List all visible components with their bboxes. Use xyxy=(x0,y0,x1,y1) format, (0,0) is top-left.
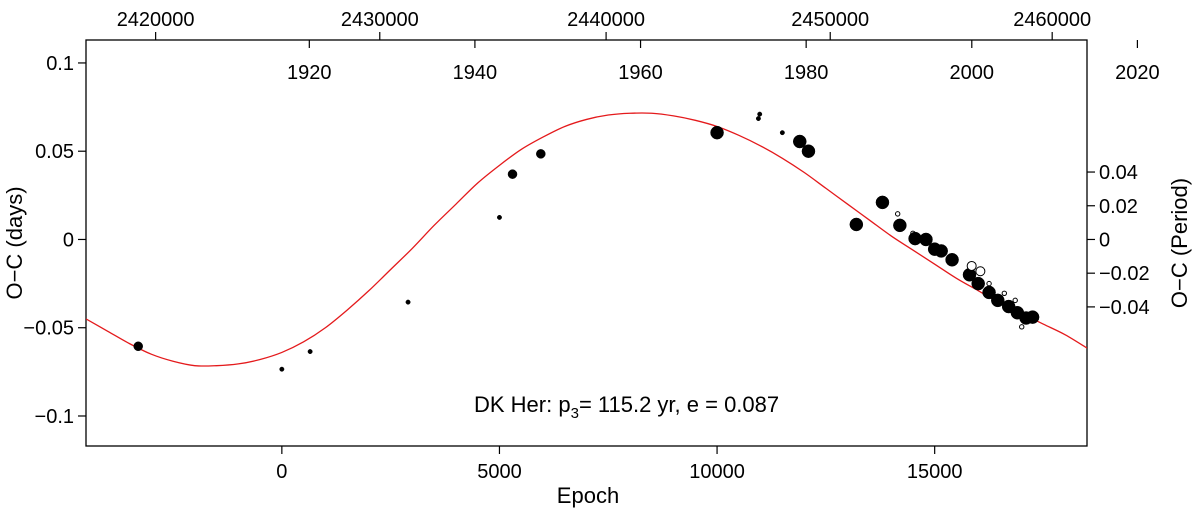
fit-curve-line xyxy=(86,112,1087,367)
data-point-29 xyxy=(991,293,1005,308)
data-point-19 xyxy=(919,232,933,247)
top-year-tick-label-1: 1940 xyxy=(453,62,498,84)
plot-border xyxy=(85,39,1088,447)
data-point-2 xyxy=(307,349,313,355)
annotation: DK Her: p3= 115.2 yr, e = 0.087 xyxy=(474,392,779,422)
x-tick-label-2: 10000 xyxy=(689,461,745,483)
data-point-13 xyxy=(849,217,864,232)
top-jd-tick-label-1: 2430000 xyxy=(341,9,419,31)
data-point-28 xyxy=(986,280,992,287)
x-axis-ticks: 0 5000 10000 15000 xyxy=(276,446,962,483)
top-year-tick-label-4: 2000 xyxy=(950,62,995,84)
top-year-axis-ticks: 1920 1940 1960 1980 2000 2020 xyxy=(287,40,1160,84)
annotation-subscript: 3 xyxy=(571,405,579,422)
data-point-26 xyxy=(971,276,985,291)
top-year-tick-label-2: 1960 xyxy=(618,62,663,84)
y-right-axis-ticks: 0.04 0.02 0 −0.02 −0.04 xyxy=(1087,162,1150,319)
top-jd-tick-label-3: 2450000 xyxy=(791,9,869,31)
data-point-9 xyxy=(757,111,763,117)
data-point-16 xyxy=(893,218,907,233)
annotation-suffix: = 115.2 yr, e = 0.087 xyxy=(579,392,779,417)
data-point-24 xyxy=(966,260,977,271)
data-point-36 xyxy=(1025,310,1040,324)
annotation-prefix: DK Her: p xyxy=(474,392,571,417)
data-point-8 xyxy=(755,116,761,122)
data-point-21 xyxy=(934,244,948,258)
data-point-7 xyxy=(710,125,724,140)
top-jd-tick-label-2: 2440000 xyxy=(567,9,645,31)
data-point-12 xyxy=(801,144,816,158)
data-point-30 xyxy=(1001,290,1008,297)
x-tick-label-0: 0 xyxy=(276,461,287,483)
y-left-axis-ticks: 0.1 0.05 0 −0.05 −0.1 xyxy=(23,53,86,428)
y-right-axis-label: O−C (Period) xyxy=(1167,178,1192,308)
y-left-axis-label: O−C (days) xyxy=(2,186,27,299)
data-point-3 xyxy=(405,299,411,305)
y-right-tick-label-0: 0.04 xyxy=(1099,162,1138,184)
top-year-tick-label-5: 2020 xyxy=(1115,62,1160,84)
x-tick-label-3: 15000 xyxy=(907,461,963,483)
y-right-tick-label-2: 0 xyxy=(1099,229,1110,251)
y-right-tick-label-3: −0.02 xyxy=(1099,263,1150,285)
data-point-0 xyxy=(133,341,143,352)
data-points xyxy=(133,111,1040,372)
data-point-22 xyxy=(945,253,959,267)
data-point-4 xyxy=(497,214,502,220)
data-point-11 xyxy=(793,134,807,149)
y-left-tick-label-3: −0.05 xyxy=(23,318,74,340)
top-year-tick-label-3: 1980 xyxy=(784,62,829,84)
data-point-10 xyxy=(779,130,785,136)
y-left-tick-label-2: 0 xyxy=(63,229,74,251)
top-jd-tick-label-4: 2460000 xyxy=(1013,9,1091,31)
data-point-32 xyxy=(1012,297,1018,304)
plot-frame xyxy=(85,39,1088,447)
x-axis-label: Epoch xyxy=(557,483,619,508)
y-left-tick-label-1: 0.05 xyxy=(35,141,74,163)
y-left-tick-label-0: 0.1 xyxy=(46,53,74,75)
top-jd-tick-label-0: 2420000 xyxy=(117,9,195,31)
y-right-tick-label-4: −0.04 xyxy=(1099,297,1150,319)
data-point-35 xyxy=(1019,324,1025,330)
data-point-25 xyxy=(975,266,986,277)
data-point-14 xyxy=(875,195,890,210)
y-left-tick-label-4: −0.1 xyxy=(35,406,74,428)
data-point-5 xyxy=(507,169,518,179)
top-jd-axis-ticks: 2420000 2430000 2440000 2450000 2460000 xyxy=(117,9,1091,40)
y-right-tick-label-1: 0.02 xyxy=(1099,196,1138,218)
x-tick-label-1: 5000 xyxy=(477,461,522,483)
top-year-tick-label-0: 1920 xyxy=(287,62,332,84)
data-point-15 xyxy=(894,211,901,217)
fit-curve xyxy=(86,112,1087,367)
data-point-6 xyxy=(536,149,546,159)
data-point-1 xyxy=(279,366,285,372)
